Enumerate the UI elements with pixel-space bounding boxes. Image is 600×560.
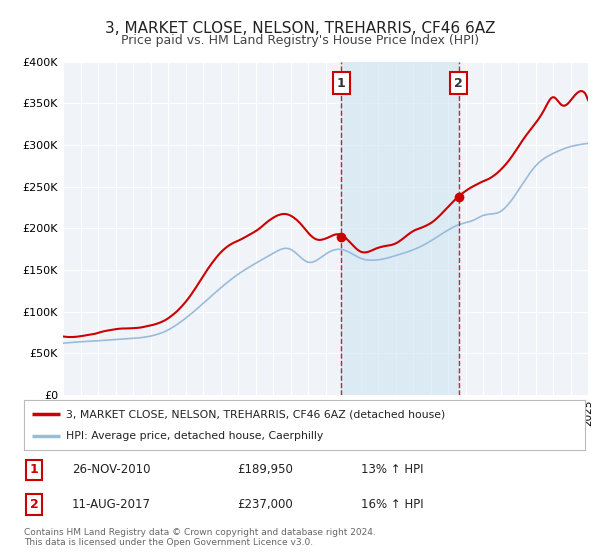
Text: Price paid vs. HM Land Registry's House Price Index (HPI): Price paid vs. HM Land Registry's House … (121, 34, 479, 46)
Text: 11-AUG-2017: 11-AUG-2017 (71, 498, 151, 511)
Text: 1: 1 (30, 463, 38, 477)
Text: £237,000: £237,000 (237, 498, 293, 511)
Text: 13% ↑ HPI: 13% ↑ HPI (361, 463, 423, 477)
Text: 3, MARKET CLOSE, NELSON, TREHARRIS, CF46 6AZ: 3, MARKET CLOSE, NELSON, TREHARRIS, CF46… (105, 21, 495, 36)
Text: 26-NOV-2010: 26-NOV-2010 (71, 463, 150, 477)
Text: 1: 1 (337, 77, 346, 90)
Text: £189,950: £189,950 (237, 463, 293, 477)
Text: HPI: Average price, detached house, Caerphilly: HPI: Average price, detached house, Caer… (66, 431, 323, 441)
Text: 2: 2 (454, 77, 463, 90)
Text: Contains HM Land Registry data © Crown copyright and database right 2024.
This d: Contains HM Land Registry data © Crown c… (24, 528, 376, 547)
Bar (341, 62, 458, 395)
Text: 3, MARKET CLOSE, NELSON, TREHARRIS, CF46 6AZ (detached house): 3, MARKET CLOSE, NELSON, TREHARRIS, CF46… (66, 409, 445, 419)
Text: 2: 2 (30, 498, 38, 511)
Text: 16% ↑ HPI: 16% ↑ HPI (361, 498, 423, 511)
